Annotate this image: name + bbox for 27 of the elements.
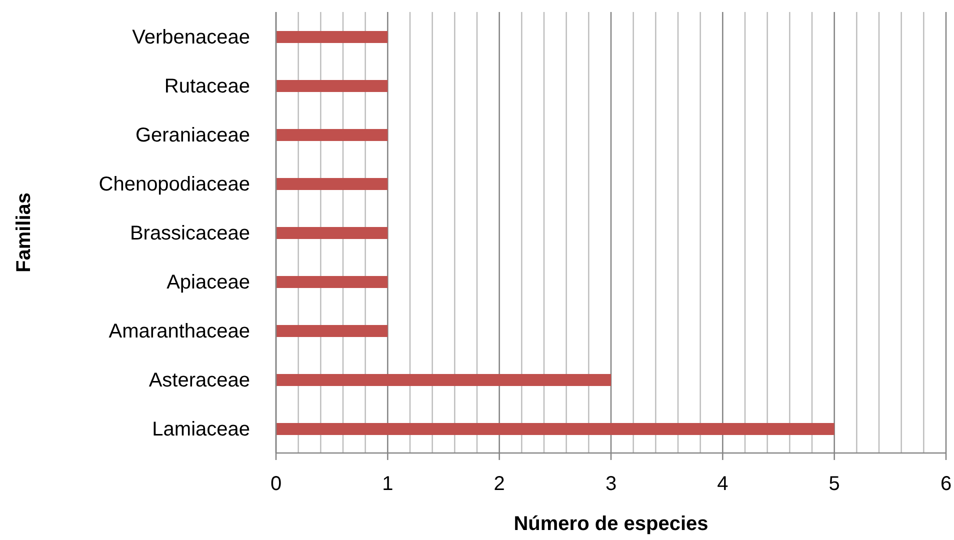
bar — [276, 178, 388, 190]
bar — [276, 227, 388, 239]
y-tick-label: Geraniaceae — [135, 124, 250, 146]
x-tick-label: 4 — [717, 473, 728, 495]
bar — [276, 80, 388, 92]
y-tick-label: Lamiaceae — [152, 418, 250, 440]
bar — [276, 276, 388, 288]
y-tick-label: Amaranthaceae — [108, 320, 250, 342]
y-tick-label: Rutaceae — [164, 76, 250, 98]
y-axis-title: Familias — [13, 192, 35, 273]
y-tick-label: Verbenaceae — [132, 26, 250, 48]
x-tick-label: 1 — [382, 473, 394, 495]
y-tick-label: Apiaceae — [166, 272, 250, 294]
y-tick-label: Brassicaceae — [130, 222, 250, 244]
bar — [276, 129, 388, 141]
x-tick-label: 0 — [270, 473, 282, 495]
y-tick-label: Chenopodiaceae — [98, 174, 250, 196]
bar — [276, 325, 388, 337]
y-tick-label: Asteraceae — [148, 370, 250, 392]
bar — [276, 423, 834, 435]
bar — [276, 31, 388, 43]
x-tick-label: 6 — [940, 473, 952, 495]
x-tick-label: 5 — [828, 473, 840, 495]
bar — [276, 374, 611, 386]
x-axis-title: Número de especies — [514, 513, 708, 535]
x-tick-label: 3 — [605, 473, 617, 495]
x-tick-label: 2 — [494, 473, 505, 495]
